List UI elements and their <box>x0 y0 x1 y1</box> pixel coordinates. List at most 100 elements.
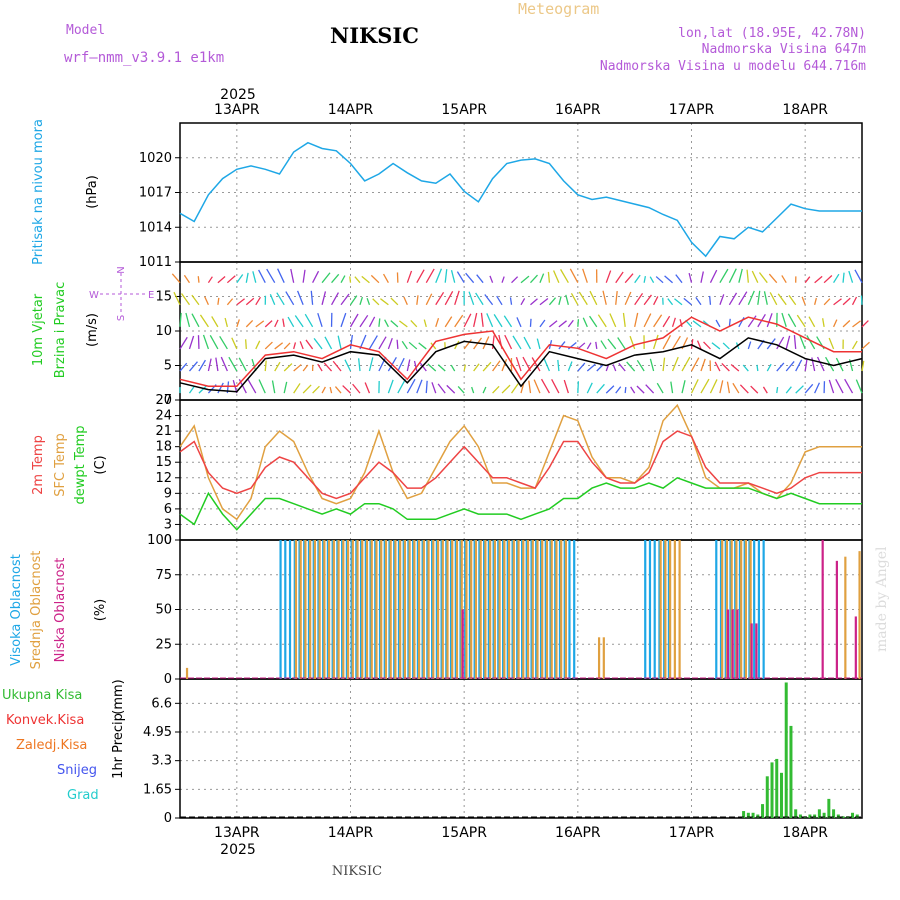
wind-arrow <box>851 340 858 350</box>
cloud-bar-high <box>397 540 401 679</box>
wind-arrow <box>437 364 446 372</box>
wind-arrow <box>567 361 573 372</box>
wind-arrow <box>425 268 435 284</box>
wind-arrow <box>465 272 475 284</box>
day-label-top: 15APR <box>441 102 487 118</box>
compass-icon: N S W E <box>89 266 154 321</box>
wind-arrow <box>652 334 659 350</box>
wind-arrow <box>484 294 494 306</box>
wind-arrow <box>378 356 387 372</box>
y-tick-label: 1020 <box>139 151 172 166</box>
wind-arrow <box>578 291 588 306</box>
wind-arrow <box>703 341 711 350</box>
wind-arrow <box>486 313 494 328</box>
wind-arrow <box>747 315 757 328</box>
cloud-bar-high <box>440 540 443 679</box>
cloud-bar-mid <box>309 540 312 679</box>
wind-arrow <box>349 313 359 328</box>
footer-station: NIKSIC <box>332 864 382 879</box>
wind-arrow <box>681 380 686 394</box>
wind-arrow <box>503 315 513 328</box>
cloud-bar-mid <box>531 540 534 679</box>
wind-arrow <box>626 361 636 372</box>
wind-arrow <box>515 357 522 372</box>
wind-arrow <box>215 357 219 372</box>
wind-arrow <box>416 295 419 305</box>
wind-ylabel: 10m Vjetar <box>31 293 46 366</box>
wind-arrow <box>337 335 342 350</box>
wind-arrow <box>738 291 748 306</box>
y-tick-label: 1.65 <box>143 782 172 797</box>
cloud-bar-mid <box>545 540 549 679</box>
precip-legend-frz: Zaledj.Kisa <box>16 738 87 753</box>
wind-arrow <box>615 271 624 284</box>
wind-arrow <box>312 385 320 394</box>
cloud-bar-high <box>355 540 358 679</box>
wind-arrow <box>814 297 817 305</box>
wind-arrow <box>450 270 456 283</box>
wind-arrow <box>419 362 427 372</box>
cloud-bar-high <box>521 540 524 679</box>
wind-arrow <box>607 338 617 350</box>
wind-arrow <box>709 269 718 283</box>
y-tick-label: 0 <box>164 672 172 687</box>
wind-arrow <box>776 362 785 372</box>
cloud-bar-high <box>279 540 282 679</box>
cloud-bar-high <box>535 540 538 679</box>
wind-arrow <box>321 386 326 394</box>
cloud-bar-high <box>729 540 732 679</box>
wind-arrow <box>842 320 851 328</box>
wind-arrow <box>454 340 460 350</box>
wind-arrow <box>664 275 673 284</box>
wind-arrow <box>290 268 295 283</box>
precip-bar <box>827 798 831 818</box>
wind-arrow <box>605 364 610 372</box>
wind-arrow <box>851 296 858 306</box>
cloud-bar-mid <box>304 540 307 679</box>
wind-arrow <box>482 336 490 350</box>
cloud-bar-high <box>568 540 571 679</box>
wind-arrow <box>558 296 562 305</box>
wind-arrow <box>342 385 351 394</box>
wind-arrow <box>463 313 472 328</box>
wind-arrow <box>624 387 627 394</box>
wind-arrow <box>456 271 465 284</box>
wind-arrow <box>602 290 607 305</box>
cloud-bar-high <box>293 540 296 679</box>
wind-arrow <box>516 317 522 328</box>
cloud-bar-mid <box>474 540 478 679</box>
wind-arrow <box>739 384 749 394</box>
wind-arrow <box>457 386 465 394</box>
precip-bar <box>794 809 798 818</box>
wind-arrow <box>390 320 399 328</box>
wind-arrow <box>302 269 306 283</box>
temp-unit: (C) <box>93 455 108 474</box>
cloud-bar-mid <box>342 540 345 679</box>
wind-arrow <box>188 386 195 394</box>
wind-arrow <box>586 363 596 372</box>
wind-arrow <box>757 290 761 305</box>
wind-arrow <box>211 316 219 328</box>
wind-arrow <box>842 272 845 283</box>
wind-arrow <box>312 270 320 283</box>
wind-arrow <box>569 268 579 284</box>
wind-arrow <box>751 270 759 283</box>
y-tick-label: 0 <box>164 811 172 826</box>
wind-arrow <box>728 292 738 306</box>
wind-arrow <box>788 295 797 306</box>
cloud-bar-high <box>511 540 514 679</box>
cloud-bar-mid <box>564 540 568 679</box>
credit-watermark: made by Angel <box>874 546 890 652</box>
model-label: Model <box>66 23 105 38</box>
precip-legend-conv: Konvek.Kisa <box>6 713 84 728</box>
wind-arrow <box>511 276 519 284</box>
wind-arrow <box>539 298 549 306</box>
wind-arrow <box>313 337 323 350</box>
cloud-ylabel-mid: Srednja Oblacnost <box>29 551 44 670</box>
wind-arrow <box>247 378 257 394</box>
wind-arrow <box>852 320 861 328</box>
cloud-bar-high <box>558 540 562 679</box>
wind-arrow <box>354 276 361 284</box>
cloud-bar-mid <box>418 540 421 679</box>
cloud-bar-mid <box>384 540 388 679</box>
